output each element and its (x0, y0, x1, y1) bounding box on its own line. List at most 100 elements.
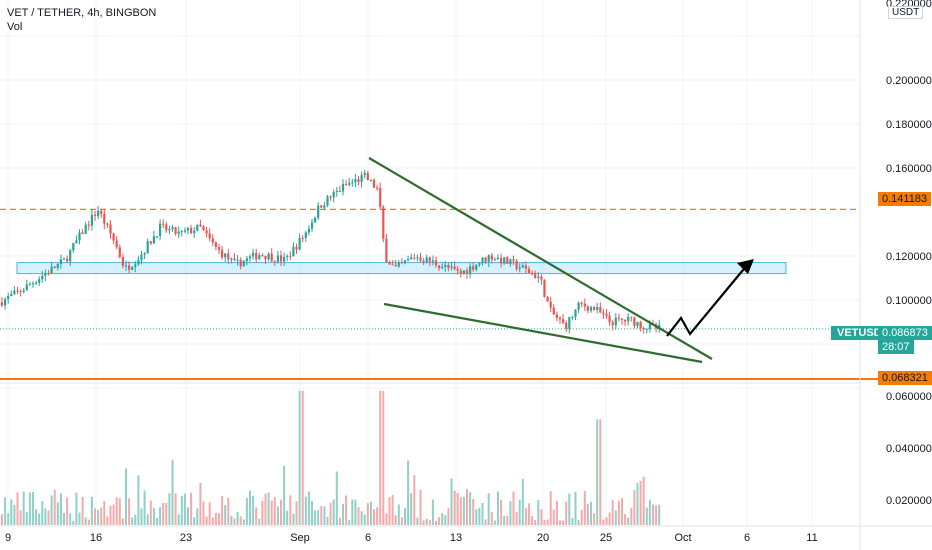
candle-body (642, 327, 645, 329)
volume-bar (447, 508, 450, 525)
volume-bar (304, 496, 307, 525)
candle-body (611, 322, 614, 326)
candle-body (273, 261, 276, 263)
candle-body (283, 256, 286, 262)
candle-body (143, 253, 146, 255)
volume-bar (218, 513, 220, 525)
candle-body (537, 276, 540, 279)
time-tick-label: 6 (744, 532, 750, 544)
volume-bar (652, 504, 654, 525)
volume-bar (174, 493, 177, 525)
volume-bar (590, 501, 592, 525)
candle-body (512, 259, 515, 261)
candle-body (248, 256, 252, 259)
volume-bar (183, 493, 186, 525)
candle-body (434, 260, 438, 266)
projection-path (666, 263, 749, 337)
volume-bar (388, 497, 391, 525)
currency-badge[interactable]: USDT (888, 6, 924, 19)
candle-body (81, 232, 84, 234)
volume-bar (580, 509, 583, 525)
candle-body (484, 257, 487, 262)
candle-body (168, 229, 171, 231)
candle-body (112, 233, 115, 241)
candle-body (47, 273, 50, 275)
candle-body (329, 196, 332, 198)
candle-body (97, 210, 100, 217)
volume-bar (605, 517, 608, 525)
candle-body (193, 230, 196, 234)
volume-bar (261, 500, 264, 525)
volume-bar (199, 482, 202, 525)
candle-body (413, 257, 416, 259)
volume-bar (146, 514, 149, 525)
candle-body (459, 270, 462, 274)
volume-bar (593, 513, 596, 525)
candle-body (400, 262, 403, 264)
candle-body (363, 173, 366, 176)
candle-body (602, 312, 605, 314)
candle-body (562, 319, 565, 323)
candle-body (493, 259, 496, 261)
candle-body (103, 213, 106, 224)
candle-body (636, 321, 639, 326)
volume-bar (50, 495, 53, 525)
candle-body (658, 324, 661, 329)
candle-body (472, 266, 475, 270)
volume-bar (47, 510, 50, 525)
volume-bar (487, 493, 490, 525)
candle-body (521, 265, 524, 268)
volume-bar (56, 502, 59, 525)
volume-bar (329, 502, 332, 525)
volume-bar (453, 490, 456, 525)
volume-bar (574, 491, 577, 525)
candle-body (217, 246, 221, 250)
candle-body (481, 257, 484, 264)
candle-body (639, 321, 642, 328)
volume-bar (273, 497, 276, 525)
volume-bar (1, 514, 3, 525)
volume-bar (642, 476, 645, 525)
candle-body (503, 257, 506, 264)
volume-bar (438, 517, 441, 525)
volume-bar (559, 520, 561, 525)
candle-body (307, 228, 310, 233)
candle-body (183, 230, 186, 232)
candle-body (487, 255, 490, 262)
candle-body (131, 266, 134, 270)
candle-body (279, 255, 283, 262)
candle-body (19, 290, 22, 292)
candle-body (571, 316, 574, 318)
volume-bar (7, 513, 10, 525)
volume-bar (410, 493, 413, 525)
candle-body (540, 276, 543, 280)
volume-bar (137, 475, 140, 525)
candle-body (453, 266, 456, 270)
candle-body (332, 192, 335, 198)
candle-body (121, 257, 124, 266)
candle-body (345, 184, 348, 186)
candle-body (614, 317, 617, 326)
candle-body (239, 259, 242, 267)
candle-body (546, 296, 549, 302)
volume-bar (180, 495, 183, 525)
volume-bar (63, 513, 65, 525)
volume-bar (165, 503, 168, 525)
candle-body (50, 266, 53, 274)
candle-body (428, 257, 431, 262)
volume-bar (233, 518, 236, 525)
volume-bar (435, 520, 437, 525)
volume-bar (196, 508, 199, 525)
candle-body (478, 263, 481, 265)
candle-body (431, 260, 434, 262)
volume-bar (512, 491, 515, 525)
candle-body (25, 284, 28, 291)
candle-body (496, 257, 500, 260)
candle-body (385, 238, 388, 262)
candle-body (106, 223, 109, 225)
candle-body (196, 224, 199, 231)
candle-body (376, 187, 379, 189)
candle-body (28, 284, 31, 286)
volume-bar (472, 498, 475, 525)
